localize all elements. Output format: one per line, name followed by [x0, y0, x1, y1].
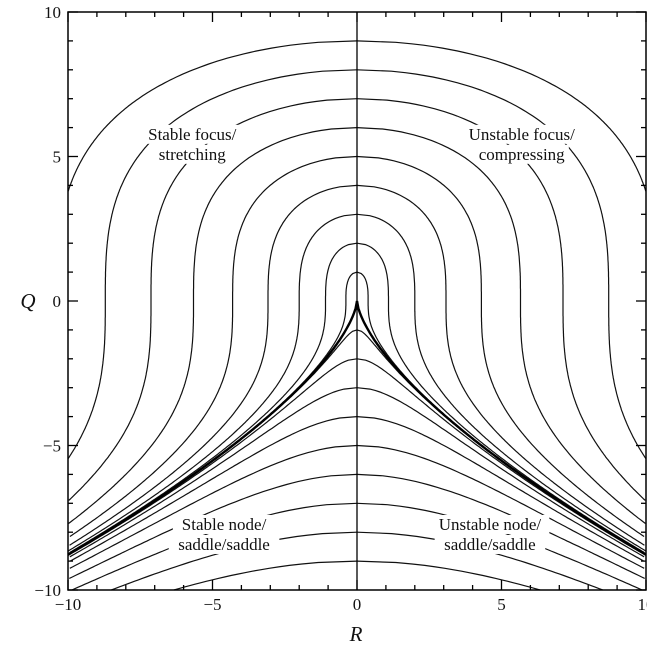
contour-curve-right-2 — [356, 98, 646, 501]
contour-curve-right-14 — [356, 444, 645, 569]
y-tick-label: 5 — [53, 148, 62, 167]
axis-ticks — [67, 11, 647, 591]
contour-curve-left-13 — [69, 416, 358, 562]
contour-curve-left-3 — [68, 127, 358, 524]
y-axis-title: Q — [20, 289, 35, 313]
region-label: saddle/saddle — [178, 535, 270, 554]
annotation-background — [149, 144, 236, 164]
region-label: Stable focus/ — [148, 125, 237, 144]
separatrix-left — [67, 300, 359, 556]
contour-curve-right-18 — [356, 560, 541, 591]
separatrix-right — [355, 300, 647, 556]
annotation-background — [136, 124, 248, 144]
annotation-background — [172, 514, 276, 534]
region-annotations: Stable focus/stretching Unstable focus/co… — [136, 124, 586, 554]
annotation-background — [474, 144, 569, 164]
contour-curve-left-12 — [69, 387, 358, 558]
x-tick-label: 5 — [497, 595, 506, 614]
contour-curve-left-18 — [173, 560, 358, 591]
contour-curve-right-13 — [356, 416, 645, 562]
contour-curve-right-4 — [356, 155, 645, 537]
contour-curve-left-0 — [67, 40, 358, 192]
plot-frame — [67, 11, 647, 591]
contour-curve-right-5 — [356, 184, 645, 546]
contour-curve-right-3 — [356, 127, 646, 524]
contour-curve-left-14 — [69, 444, 358, 569]
region-label: compressing — [479, 145, 565, 164]
annotation-background — [434, 534, 546, 554]
contour-curve-left-7 — [69, 242, 358, 553]
y-tick-label: 10 — [44, 3, 61, 22]
x-tick-label: 10 — [638, 595, 647, 614]
region-label: saddle/saddle — [444, 535, 536, 554]
x-tick-label: 0 — [353, 595, 362, 614]
tick-labels: −10 −5 0 5 10 10 5 0 −5 −10 — [34, 3, 647, 614]
contour-curve-left-6 — [67, 213, 358, 552]
contour-curve-left-4 — [69, 155, 358, 537]
contour-curve-right-7 — [356, 242, 645, 553]
contour-curve-left-5 — [69, 184, 358, 546]
contour-curve-left-2 — [68, 98, 358, 501]
annotation-background — [168, 534, 280, 554]
region-label: Unstable focus/ — [469, 125, 576, 144]
x-axis-title: R — [349, 622, 363, 646]
contour-curve-right-12 — [356, 387, 645, 558]
region-label: Stable node/ — [182, 515, 267, 534]
region-label: Unstable node/ — [439, 515, 542, 534]
contour-curve-right-0 — [356, 40, 647, 192]
x-tick-label: −10 — [55, 595, 82, 614]
annotation-background — [458, 124, 586, 144]
x-tick-label: −5 — [203, 595, 221, 614]
region-label: stretching — [159, 145, 227, 164]
y-tick-label: −5 — [43, 437, 61, 456]
contour-curves — [67, 40, 647, 591]
y-tick-label: 0 — [53, 292, 62, 311]
annotation-background — [430, 514, 550, 534]
y-tick-label: −10 — [34, 581, 61, 600]
contour-curve-right-6 — [356, 213, 647, 552]
